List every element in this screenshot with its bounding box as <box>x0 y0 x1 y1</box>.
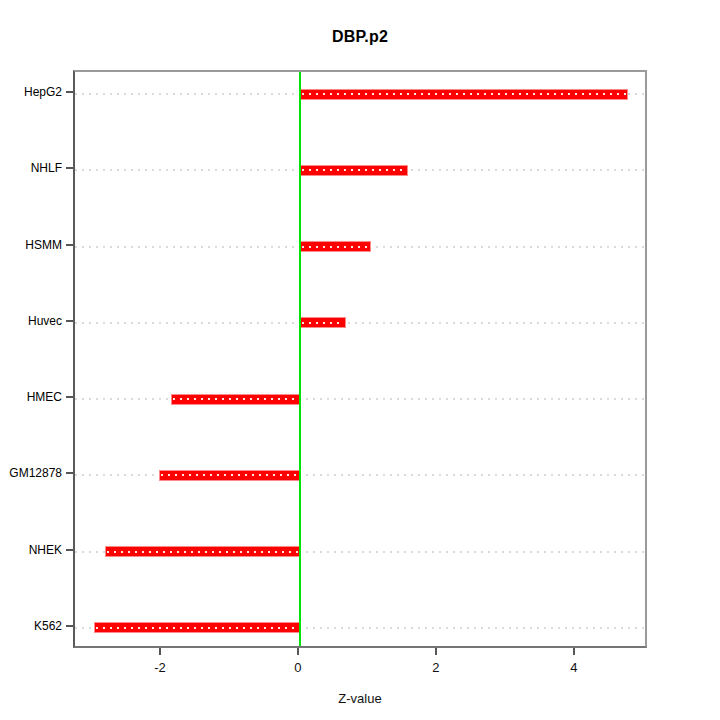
y-tick <box>66 320 73 322</box>
bar-center-dots <box>173 398 298 400</box>
chart-title: DBP.p2 <box>73 28 647 46</box>
y-tick-label-hmec: HMEC <box>0 390 62 404</box>
bar-center-dots <box>161 474 298 476</box>
y-tick <box>66 472 73 474</box>
zero-reference-line <box>299 72 301 646</box>
bar-center-dots <box>302 246 369 248</box>
y-tick-label-gm12878: GM12878 <box>0 466 62 480</box>
y-tick-label-hsmm: HSMM <box>0 238 62 252</box>
x-tick-label: -2 <box>154 660 166 675</box>
bar-center-dots <box>302 93 626 95</box>
plot-area <box>73 70 647 648</box>
x-tick <box>297 648 299 655</box>
y-tick <box>66 396 73 398</box>
x-tick <box>573 648 575 655</box>
bar-hepg2 <box>300 89 628 100</box>
x-tick <box>435 648 437 655</box>
y-tick-label-hepg2: HepG2 <box>0 85 62 99</box>
y-tick <box>66 167 73 169</box>
y-tick-label-nhlf: NHLF <box>0 161 62 175</box>
x-tick-label: 0 <box>294 660 301 675</box>
chart-canvas: DBP.p2 HepG2 NHLF HSMM Huvec HMEC GM12878 NHEK… <box>0 0 720 720</box>
bar-nhek <box>105 546 300 557</box>
bar-gm12878 <box>159 470 300 481</box>
y-tick-label-k562: K562 <box>0 619 62 633</box>
x-tick-label: 2 <box>432 660 439 675</box>
x-tick <box>159 648 161 655</box>
bar-center-dots <box>107 551 298 553</box>
y-tick <box>66 91 73 93</box>
y-tick <box>66 244 73 246</box>
x-tick-label: 4 <box>570 660 577 675</box>
y-tick-label-huvec: Huvec <box>0 314 62 328</box>
bar-k562 <box>94 622 300 633</box>
bar-hsmm <box>300 241 371 252</box>
y-tick <box>66 549 73 551</box>
x-axis-title: Z-value <box>73 691 647 706</box>
gridline <box>75 398 645 400</box>
bar-hmec <box>171 394 300 405</box>
gridline <box>75 322 645 324</box>
plot-inner <box>75 72 645 646</box>
bar-huvec <box>300 317 346 328</box>
bar-center-dots <box>302 169 406 171</box>
bar-center-dots <box>96 627 298 629</box>
y-tick <box>66 625 73 627</box>
bar-nhlf <box>300 165 408 176</box>
y-tick-label-nhek: NHEK <box>0 543 62 557</box>
bar-center-dots <box>302 322 344 324</box>
